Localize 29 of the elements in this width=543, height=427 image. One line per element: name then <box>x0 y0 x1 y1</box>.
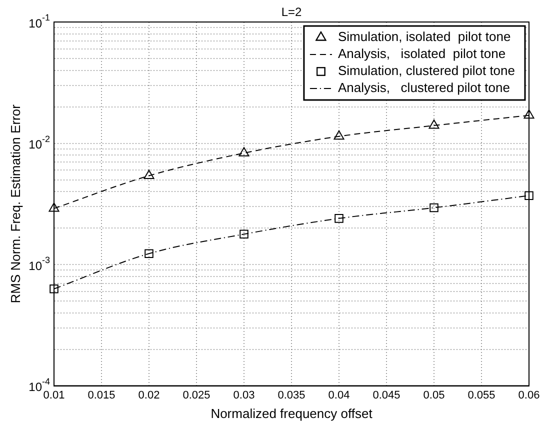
legend-label: Analysis, isolated pilot tone <box>338 46 506 62</box>
point <box>50 284 58 294</box>
chart-title: L=2 <box>281 5 302 19</box>
x-tick-label: 0.05 <box>423 389 445 402</box>
point <box>524 109 534 119</box>
x-tick-label: 0.035 <box>278 389 306 402</box>
x-tick-label: 0.03 <box>233 389 255 402</box>
point <box>428 120 440 129</box>
point <box>334 214 344 223</box>
point <box>144 249 154 258</box>
x-tick-label: 0.015 <box>88 389 116 402</box>
x-tick-label: 0.055 <box>468 389 496 402</box>
point <box>240 230 248 239</box>
y-axis-title: RMS Norm. Freq. Estimation Error <box>8 104 23 304</box>
legend-label: Analysis, clustered pilot tone <box>338 80 510 96</box>
point <box>334 130 344 140</box>
x-tick-label: 0.02 <box>138 389 160 402</box>
point <box>524 191 534 200</box>
x-tick-label: 0.025 <box>182 389 210 402</box>
legend-label: Simulation, isolated pilot tone <box>338 29 511 44</box>
x-axis-title: Normalized frequency offset <box>210 406 373 421</box>
point <box>238 147 250 156</box>
legend-label: Simulation, clustered pilot tone <box>338 63 516 78</box>
x-tick-label: 0.06 <box>518 389 540 402</box>
x-tick-label: 0.045 <box>372 389 400 402</box>
point <box>144 170 154 179</box>
x-tick-label: 0.04 <box>328 389 350 402</box>
point <box>430 203 438 212</box>
point <box>48 202 60 212</box>
